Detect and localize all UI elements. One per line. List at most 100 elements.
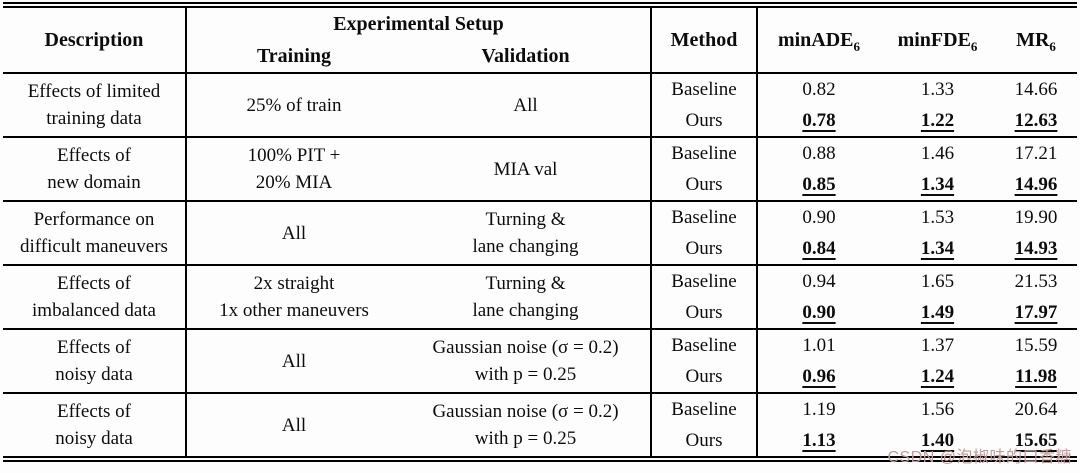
- baseline-minade6: 0.94: [757, 264, 880, 297]
- validation-cell: All: [401, 72, 652, 137]
- ours-mr6: 15.65: [1014, 430, 1058, 451]
- metric-name: minADE: [777, 29, 854, 51]
- baseline-mr6: 19.90: [995, 200, 1077, 233]
- ours-minfde6: 1.22: [920, 110, 955, 131]
- validation-line: Turning &: [485, 273, 566, 294]
- ours-minfde6: 1.49: [920, 302, 955, 323]
- method-ours: Ours: [651, 297, 758, 329]
- baseline-minade6: 0.82: [757, 72, 880, 105]
- header-experimental-setup: Experimental Setup: [186, 5, 652, 40]
- ours-minfde6: 1.34: [920, 174, 955, 195]
- training-line: 2x straight: [253, 273, 335, 294]
- baseline-mr6: 15.59: [995, 328, 1077, 361]
- header-description: Description: [3, 5, 187, 73]
- header-minfde6: minFDE6: [880, 5, 995, 73]
- header-method: Method: [651, 5, 758, 73]
- ours-mr6: 11.98: [1015, 366, 1057, 387]
- table-row: Effects of noisy data All Gaussian noise…: [3, 392, 1077, 459]
- baseline-mr6: 17.21: [995, 136, 1077, 169]
- training-cell: All: [186, 200, 401, 265]
- description-cell: Effects of new domain: [3, 136, 187, 201]
- description-line: training data: [46, 108, 142, 129]
- metric-name: MR: [1016, 29, 1050, 51]
- ours-minade6: 0.78: [802, 110, 836, 131]
- baseline-minfde6: 1.56: [880, 392, 995, 425]
- training-cell: All: [186, 328, 401, 393]
- table-row: Effects of noisy data All Gaussian noise…: [3, 328, 1077, 393]
- validation-line: All: [513, 94, 538, 116]
- validation-cell: Turning & lane changing: [401, 200, 652, 265]
- validation-line: Turning &: [485, 209, 566, 230]
- metric-subscript: 6: [1049, 39, 1056, 54]
- description-line: Effects of: [56, 337, 132, 358]
- validation-line: MIA val: [493, 158, 558, 180]
- baseline-mr6: 14.66: [995, 72, 1077, 105]
- metric-subscript: 6: [853, 39, 861, 54]
- table-row: Performance on difficult maneuvers All T…: [3, 200, 1077, 265]
- method-baseline: Baseline: [651, 136, 758, 169]
- method-ours: Ours: [651, 105, 758, 137]
- description-line: Effects of limited: [27, 81, 161, 102]
- description-line: difficult maneuvers: [20, 236, 168, 257]
- training-line: All: [281, 222, 307, 244]
- header-row-2: Training Validation: [3, 40, 1077, 73]
- baseline-minade6: 0.90: [757, 200, 880, 233]
- baseline-minfde6: 1.65: [880, 264, 995, 297]
- training-line: All: [281, 414, 307, 436]
- description-cell: Effects of noisy data: [3, 392, 187, 459]
- ours-minfde6: 1.34: [920, 238, 955, 259]
- table-row: Ours 0.96 1.24 11.98: [3, 361, 1077, 393]
- training-cell: 100% PIT + 20% MIA: [186, 136, 401, 201]
- description-cell: Effects of limited training data: [3, 72, 187, 137]
- validation-line: lane changing: [472, 236, 579, 257]
- table-row: Ours 0.78 1.22 12.63: [3, 105, 1077, 137]
- validation-cell: Gaussian noise (σ = 0.2) with p = 0.25: [401, 392, 652, 459]
- table-row: Effects of new domain 100% PIT + 20% MIA…: [3, 136, 1077, 201]
- baseline-minade6: 0.88: [757, 136, 880, 169]
- table-row: Effects of limited training data 25% of …: [3, 72, 1077, 137]
- description-cell: Performance on difficult maneuvers: [3, 200, 187, 265]
- description-line: Effects of: [56, 145, 132, 166]
- ours-mr6: 12.63: [1014, 110, 1058, 131]
- description-line: noisy data: [55, 428, 133, 449]
- baseline-mr6: 21.53: [995, 264, 1077, 297]
- method-baseline: Baseline: [651, 392, 758, 425]
- baseline-minade6: 1.19: [757, 392, 880, 425]
- header-mr6: MR6: [995, 5, 1077, 73]
- training-line: 20% MIA: [255, 172, 333, 193]
- training-line: All: [281, 350, 307, 372]
- method-ours: Ours: [651, 361, 758, 393]
- validation-line: lane changing: [472, 300, 579, 321]
- header-training: Training: [256, 45, 332, 67]
- header-row-1: Description Experimental Setup Method mi…: [3, 5, 1077, 73]
- training-cell: 2x straight 1x other maneuvers: [186, 264, 401, 329]
- table-row: Ours 0.90 1.49 17.97: [3, 297, 1077, 329]
- ours-minfde6: 1.40: [920, 430, 955, 451]
- baseline-mr6: 20.64: [995, 392, 1077, 425]
- method-baseline: Baseline: [651, 72, 758, 105]
- validation-line: Gaussian noise (σ = 0.2): [432, 401, 619, 422]
- header-validation: Validation: [401, 40, 652, 73]
- validation-cell: Turning & lane changing: [401, 264, 652, 329]
- ours-minade6: 0.90: [802, 302, 836, 323]
- table-row: Effects of imbalanced data 2x straight 1…: [3, 264, 1077, 329]
- description-cell: Effects of noisy data: [3, 328, 187, 393]
- table-row: Ours 0.84 1.34 14.93: [3, 233, 1077, 265]
- ours-minade6: 0.96: [802, 366, 836, 387]
- description-line: Effects of: [56, 273, 132, 294]
- method-ours: Ours: [651, 425, 758, 459]
- training-cell: 25% of train: [186, 72, 401, 137]
- results-table: Description Experimental Setup Method mi…: [3, 2, 1077, 462]
- baseline-minfde6: 1.37: [880, 328, 995, 361]
- method-ours: Ours: [651, 169, 758, 201]
- table-row: Ours 1.13 1.40 15.65: [3, 425, 1077, 459]
- baseline-minfde6: 1.33: [880, 72, 995, 105]
- description-line: Performance on: [33, 209, 155, 230]
- ours-minade6: 0.85: [802, 174, 836, 195]
- method-baseline: Baseline: [651, 200, 758, 233]
- method-baseline: Baseline: [651, 328, 758, 361]
- description-line: new domain: [47, 172, 141, 193]
- baseline-minade6: 1.01: [757, 328, 880, 361]
- description-line: imbalanced data: [32, 300, 156, 321]
